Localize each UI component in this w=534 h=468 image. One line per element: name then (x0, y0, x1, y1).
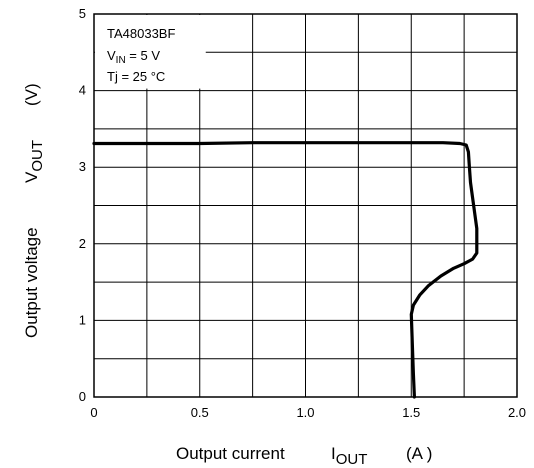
y-tick-label: 2 (79, 236, 86, 251)
x-tick-label: 2.0 (508, 405, 526, 420)
condition-tj: Tj = 25 °C (107, 69, 165, 84)
grid-lines (94, 14, 517, 397)
y-tick-label: 0 (79, 389, 86, 404)
curve-layer (92, 141, 479, 399)
x-tick-label: 0.5 (191, 405, 209, 420)
series-line (92, 141, 479, 399)
x-axis-title: Output current IOUT (A ) (176, 444, 432, 468)
x-tick-label: 0 (90, 405, 97, 420)
x-tick-labels: 0 0.5 1.0 1.5 2.0 (90, 405, 526, 420)
y-tick-label: 1 (79, 312, 86, 327)
condition-vin: VIN = 5 V (107, 48, 160, 66)
y-tick-labels: 0 1 2 3 4 5 (79, 6, 86, 404)
plot-frame (93, 13, 518, 398)
y-tick-label: 4 (79, 83, 86, 98)
y-tick-label: 5 (79, 6, 86, 21)
conditions-background (95, 15, 206, 89)
x-tick-label: 1.0 (296, 405, 314, 420)
y-tick-label: 3 (79, 159, 86, 174)
y-axis-title: Output voltageVOUT(V) (22, 83, 46, 338)
svg-text:Output voltageVOUT(V): Output voltageVOUT(V) (22, 83, 46, 338)
condition-device: TA48033BF (107, 26, 175, 41)
x-tick-label: 1.5 (402, 405, 420, 420)
conditions-box: TA48033BF VIN = 5 V Tj = 25 °C (95, 15, 206, 89)
